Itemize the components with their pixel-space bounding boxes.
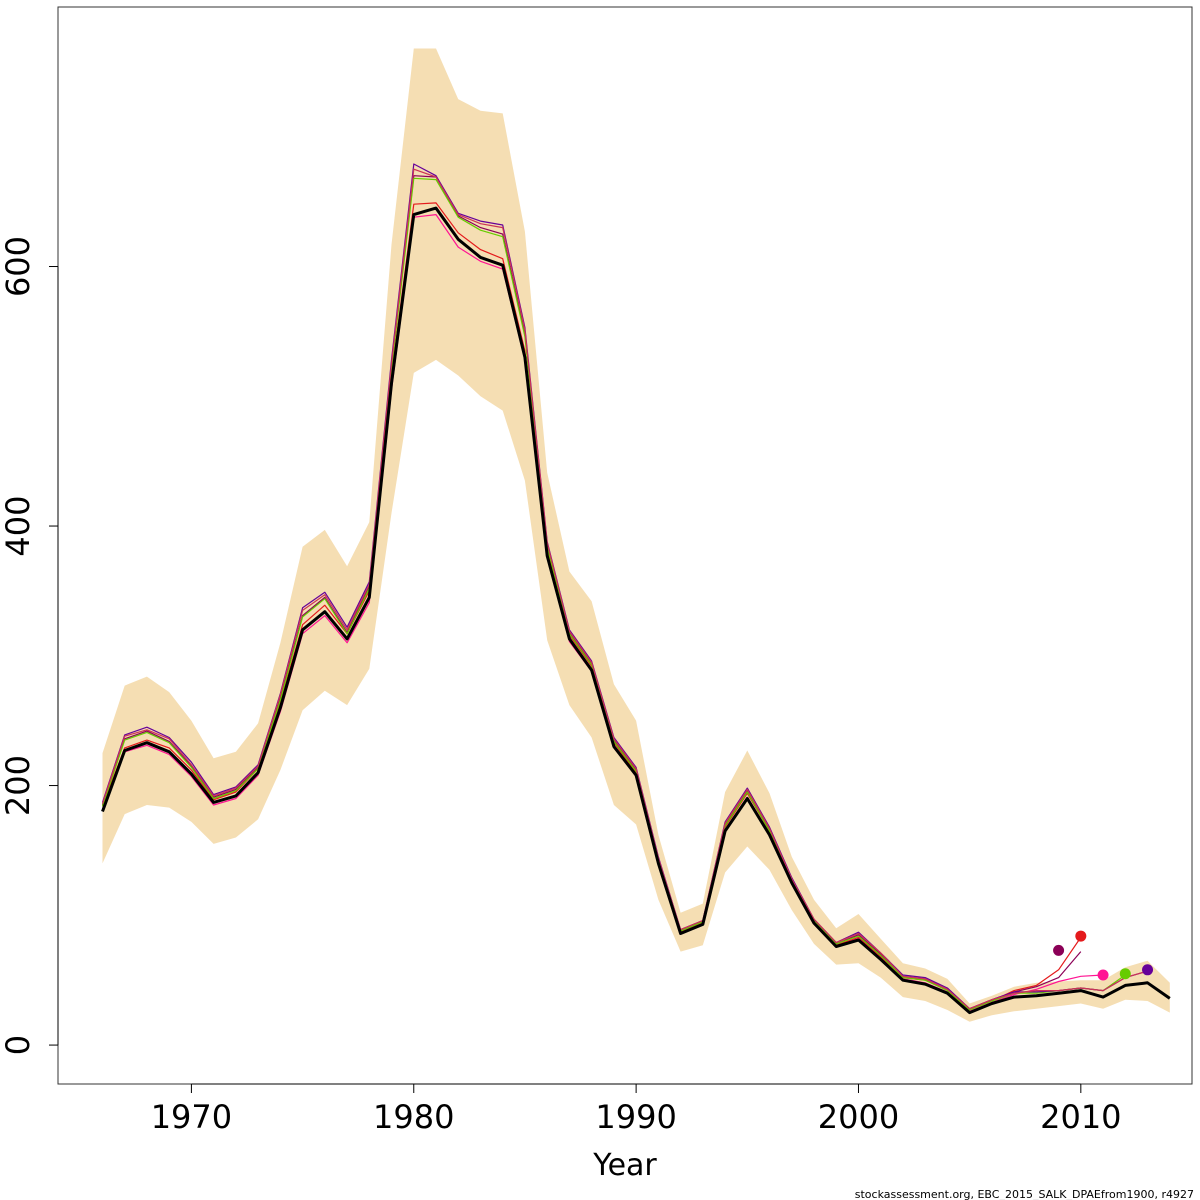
endpoint-marker-2 <box>1097 969 1109 981</box>
confidence-band-layer <box>102 48 1170 1022</box>
endpoint-marker-3 <box>1119 968 1131 980</box>
series-line-main <box>101 206 1171 1015</box>
x-tick-label: 1980 <box>373 1098 454 1136</box>
series-line-retro-5 <box>101 163 1148 1010</box>
y-tick-label: 600 <box>0 236 37 297</box>
plot-frame <box>57 6 1193 1085</box>
y-tick-label: 200 <box>0 755 37 816</box>
x-tick-label: 1990 <box>595 1098 676 1136</box>
endpoint-marker-1 <box>1075 930 1087 942</box>
series-line-retro-3 <box>101 175 1082 1010</box>
series-layer <box>101 163 1171 1015</box>
endpoint-layer <box>1053 930 1154 981</box>
y-tick-label: 400 <box>0 495 37 556</box>
x-tick-label: 2000 <box>818 1098 899 1136</box>
x-tick-label: 1970 <box>151 1098 232 1136</box>
series-line-retro-4 <box>101 177 1126 1011</box>
confidence-band <box>102 48 1170 1022</box>
x-axis-title: Year <box>592 1148 657 1183</box>
series-line-retro-2 <box>101 214 1104 1012</box>
endpoint-marker-4 <box>1142 964 1154 976</box>
y-axis: 0 200 400 600 <box>0 236 59 1055</box>
y-tick-label: 0 <box>0 1035 37 1055</box>
series-line-retro-6 <box>101 168 1148 1010</box>
x-axis: 1970 1980 1990 2000 2010 <box>151 1083 1122 1136</box>
footnote: stockassessment.org, EBC_2015_SALK_DPAEf… <box>855 1188 1194 1200</box>
endpoint-marker-0 <box>1053 944 1065 956</box>
x-tick-label: 2010 <box>1040 1098 1121 1136</box>
